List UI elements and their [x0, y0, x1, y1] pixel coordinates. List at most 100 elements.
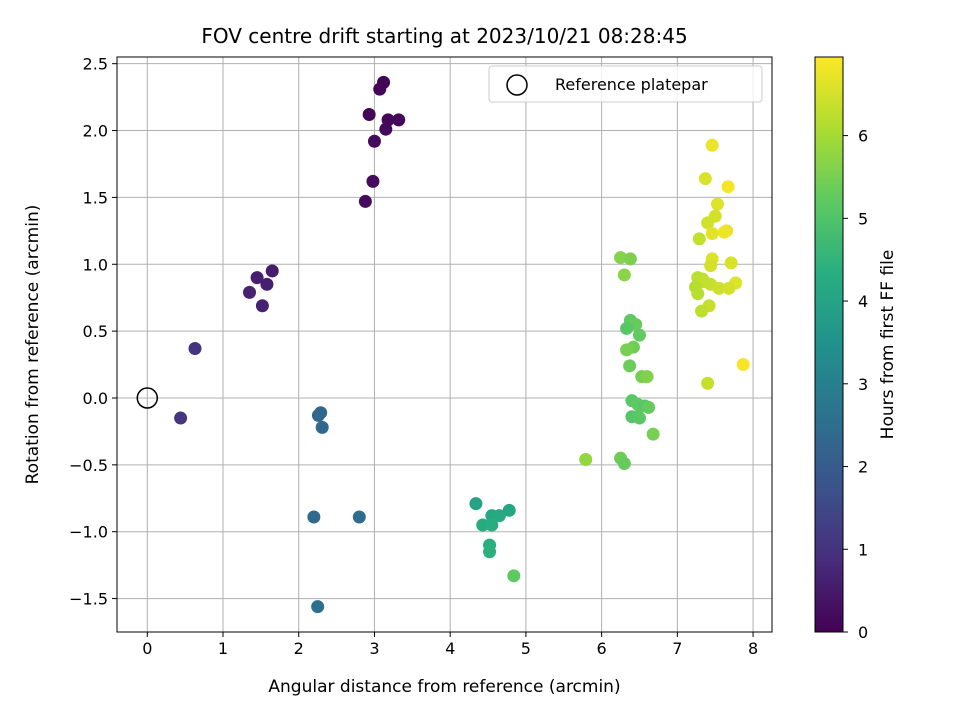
x-tick-label: 2: [294, 639, 304, 658]
data-point: [367, 134, 381, 148]
x-tick-label: 1: [218, 639, 228, 658]
data-point: [701, 376, 715, 390]
reference-platepar-marker: [136, 387, 159, 409]
x-tick-label: 3: [369, 639, 379, 658]
data-point: [620, 343, 634, 357]
x-tick-label: 5: [521, 639, 531, 658]
data-point: [174, 411, 188, 425]
data-point: [307, 510, 321, 524]
colorbar-tick-label: 6: [858, 127, 868, 146]
data-point: [366, 174, 380, 188]
reference-marker-layer: [136, 387, 159, 409]
y-tick-label: 2.0: [83, 122, 108, 141]
data-point: [469, 497, 483, 511]
y-tick-label: −1.5: [69, 590, 108, 609]
chart-title: FOV centre drift starting at 2023/10/21 …: [201, 24, 687, 48]
data-point: [701, 216, 715, 230]
data-point: [617, 457, 631, 471]
data-point: [623, 252, 637, 266]
x-tick-label: 7: [672, 639, 682, 658]
data-point: [255, 299, 269, 313]
data-point: [483, 545, 497, 559]
colorbar-tick-label: 1: [858, 540, 868, 559]
y-tick-label: 1.5: [83, 188, 108, 207]
data-point: [485, 518, 499, 532]
data-point: [640, 370, 654, 384]
data-point: [579, 453, 593, 466]
data-point: [250, 271, 264, 285]
legend: Reference platepar: [488, 65, 763, 103]
colorbar-tick-label: 2: [858, 458, 868, 477]
colorbar-ticks: 0 1 2 3 4 5 6: [843, 127, 868, 642]
data-point: [722, 281, 736, 295]
data-point: [379, 122, 393, 136]
y-axis-label: Rotation from reference (arcmin): [23, 205, 43, 485]
data-point: [373, 82, 387, 96]
data-point: [614, 251, 628, 265]
data-point: [476, 518, 490, 532]
data-point: [692, 232, 706, 246]
legend-entry-label: Reference platepar: [555, 75, 708, 94]
colorbar-tick-label: 4: [858, 292, 868, 311]
data-point: [311, 600, 325, 614]
data-point: [507, 569, 521, 583]
plot-frame: [116, 56, 773, 633]
y-tick-label: 0.5: [83, 322, 108, 341]
data-point: [352, 510, 366, 524]
data-point: [358, 194, 372, 208]
colorbar-tick-label: 0: [858, 623, 868, 642]
data-point: [620, 321, 634, 335]
data-point: [704, 259, 718, 273]
data-point: [314, 406, 328, 420]
data-point: [736, 358, 750, 372]
legend-marker-icon: [506, 74, 528, 96]
data-point: [362, 108, 376, 121]
data-point: [724, 256, 738, 270]
data-point: [632, 411, 646, 425]
colorbar-tick-label: 3: [858, 375, 868, 394]
x-tick-label: 0: [142, 639, 152, 658]
y-tick-label: −1.0: [69, 523, 108, 542]
y-tick-label: −0.5: [69, 456, 108, 475]
data-point: [188, 342, 202, 356]
colorbar-gradient: [814, 56, 844, 633]
data-point: [642, 400, 656, 414]
y-tick-label: 1.0: [83, 255, 108, 274]
y-axis-ticks: −1.5 −1.0 −0.5 0.0 0.5 1.0 1.5 2.0 2.5: [69, 55, 117, 609]
legend-box: [488, 65, 763, 103]
data-point: [392, 113, 406, 127]
data-point: [492, 509, 506, 523]
y-tick-label: 0.0: [83, 389, 108, 408]
data-point: [502, 503, 516, 517]
y-tick-label: 2.5: [83, 55, 108, 74]
data-point: [712, 281, 726, 295]
data-point: [265, 264, 279, 278]
data-point: [646, 427, 660, 441]
data-point: [721, 180, 735, 194]
x-tick-label: 8: [748, 639, 758, 658]
colorbar-tick-label: 5: [858, 209, 868, 228]
data-point: [623, 359, 637, 373]
grid-lines: [117, 57, 772, 632]
data-point: [260, 277, 274, 291]
x-tick-label: 4: [445, 639, 455, 658]
data-point: [698, 172, 712, 186]
data-point: [705, 227, 719, 241]
data-point: [632, 328, 646, 342]
x-tick-label: 6: [597, 639, 607, 658]
colorbar-label: Hours from first FF file: [878, 250, 898, 440]
x-axis-label: Angular distance from reference (arcmin): [268, 677, 620, 697]
data-point: [705, 138, 719, 152]
x-axis-ticks: 0 1 2 3 4 5 6 7 8: [142, 632, 758, 658]
data-point: [315, 420, 329, 434]
data-point: [243, 285, 257, 299]
data-point: [691, 287, 705, 301]
data-point: [717, 225, 731, 239]
data-point: [710, 197, 724, 211]
colorbar: 0 1 2 3 4 5 6 Hours from first FF file: [814, 56, 898, 642]
data-point: [617, 268, 631, 282]
scatter-points: [174, 75, 750, 614]
data-point: [695, 304, 709, 318]
